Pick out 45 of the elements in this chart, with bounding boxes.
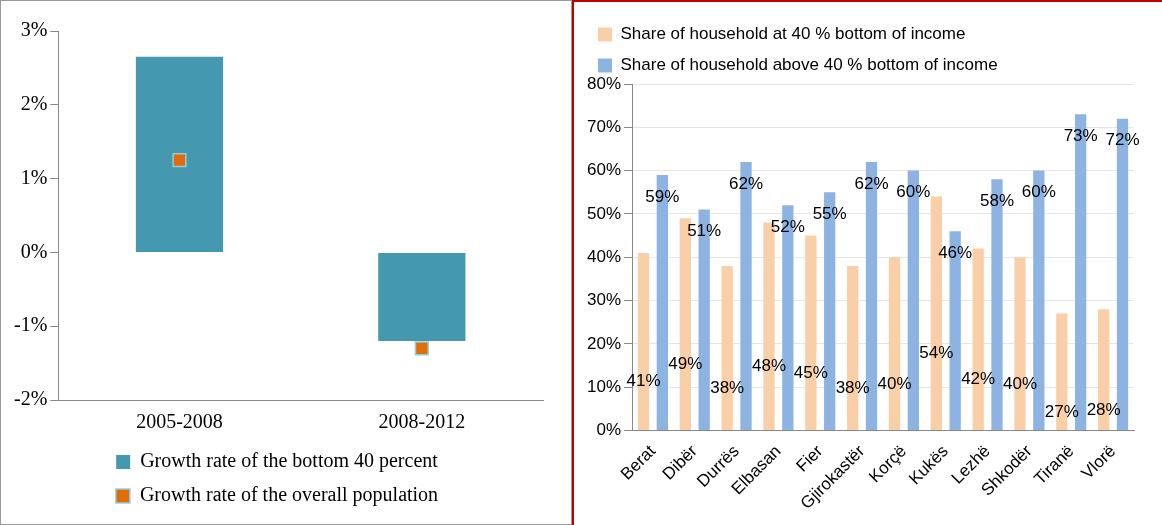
y-tick-label: 0% (20, 239, 48, 262)
data-label: 62% (729, 173, 764, 193)
data-label: 28% (1086, 399, 1121, 419)
data-label: 38% (710, 377, 745, 397)
data-label: 42% (961, 369, 996, 389)
legend-label: Share of household above 40 % bottom of income (620, 55, 998, 75)
y-tick-label: 1% (20, 165, 48, 188)
data-label: 40% (877, 373, 912, 393)
y-tick-label: 10% (586, 376, 622, 396)
legend-label: Growth rate of the bottom 40 percent (140, 449, 439, 473)
data-label: 49% (668, 354, 703, 374)
y-tick-label: 40% (586, 246, 622, 266)
y-tick-label: -1% (13, 313, 48, 336)
data-label: 73% (1063, 126, 1098, 145)
data-label: 62% (854, 173, 889, 193)
data-label: 60% (1021, 182, 1056, 202)
data-label: 45% (793, 362, 828, 382)
x-tick-label: 2005-2008 (136, 410, 223, 433)
data-label: 48% (752, 356, 787, 376)
y-tick-label: 50% (586, 203, 622, 223)
y-tick-label: 3% (20, 18, 48, 41)
y-tick-label: 20% (586, 333, 622, 353)
data-label: 60% (896, 182, 931, 202)
y-tick-label: 2% (20, 92, 48, 115)
data-label: 46% (938, 242, 973, 262)
data-label: 59% (645, 186, 680, 206)
y-tick-label: 30% (586, 290, 622, 310)
data-label: 27% (1044, 401, 1079, 421)
data-label: 52% (770, 216, 805, 236)
data-label: 72% (1105, 130, 1140, 150)
data-label: 38% (835, 377, 870, 397)
legend-label: Share of household at 40 % bottom of income (620, 24, 966, 44)
data-label: 54% (919, 343, 954, 363)
data-label: 40% (1002, 373, 1038, 393)
data-label: 41% (626, 371, 661, 391)
data-label: 58% (979, 190, 1015, 210)
y-tick-label: 0% (596, 420, 622, 440)
y-tick-label: 70% (586, 117, 622, 136)
legend-label: Growth rate of the overall population (139, 483, 439, 507)
x-tick-label: 2008-2012 (378, 410, 466, 433)
y-tick-label: 60% (586, 160, 622, 180)
data-label: 51% (687, 221, 722, 241)
y-tick-label: -2% (13, 387, 48, 410)
data-label: 55% (812, 203, 847, 223)
y-tick-label: 80% (586, 73, 622, 93)
